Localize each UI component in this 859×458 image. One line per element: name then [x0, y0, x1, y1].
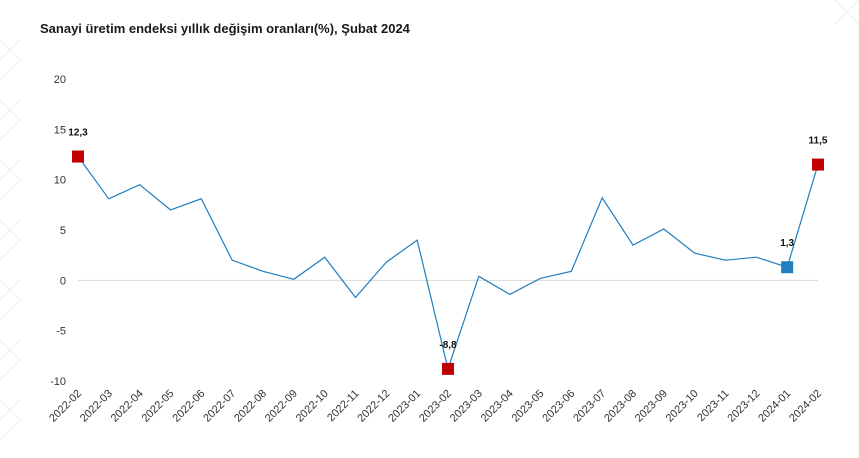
x-tick-label: 2023-09	[633, 388, 670, 425]
x-tick-label: 2023-10	[664, 388, 701, 425]
y-tick-label: 0	[60, 275, 66, 287]
data-label: 11,5	[809, 136, 828, 147]
x-tick-label: 2023-12	[725, 388, 762, 425]
highlight-marker	[442, 362, 454, 375]
x-tick-label: 2024-01	[756, 388, 793, 425]
highlight-marker	[812, 158, 824, 171]
x-tick-label: 2022-05	[140, 388, 177, 425]
x-tick-label: 2023-03	[448, 388, 485, 425]
x-tick-label: 2022-08	[232, 388, 269, 425]
data-label: 1,3	[780, 238, 794, 249]
x-tick-label: 2022-11	[325, 388, 361, 424]
highlight-marker	[72, 150, 84, 163]
highlight-marker	[781, 261, 794, 274]
x-tick-label: 2022-04	[109, 388, 146, 425]
y-tick-label: 15	[54, 124, 66, 136]
data-label: -8,8	[439, 340, 457, 351]
x-tick-label: 2024-02	[787, 388, 824, 425]
x-tick-label: 2022-09	[263, 388, 300, 425]
x-tick-label: 2023-11	[695, 388, 731, 424]
data-label: 12,3	[68, 128, 88, 139]
y-tick-label: 20	[54, 74, 66, 86]
chart-title: Sanayi üretim endeksi yıllık değişim ora…	[40, 21, 410, 36]
y-tick-label: -10	[50, 376, 66, 388]
x-tick-label: 2022-10	[294, 388, 331, 425]
y-tick-label: -5	[56, 326, 66, 338]
x-tick-label: 2022-12	[355, 388, 392, 425]
x-tick-label: 2023-08	[602, 388, 639, 425]
x-tick-label: 2022-06	[170, 388, 207, 425]
y-tick-label: 10	[54, 175, 66, 187]
x-tick-label: 2023-01	[386, 388, 423, 425]
x-tick-label: 2023-06	[540, 388, 577, 425]
x-tick-label: 2023-04	[479, 388, 516, 425]
x-axis-labels: 2022-022022-032022-042022-052022-062022-…	[47, 388, 824, 425]
x-tick-label: 2022-07	[201, 388, 238, 425]
series-line	[77, 156, 819, 372]
y-tick-label: 5	[60, 225, 66, 237]
x-tick-label: 2023-02	[417, 388, 454, 425]
x-tick-label: 2022-03	[78, 388, 115, 425]
y-axis-labels: 20 15 10 5 0 -5 -10	[50, 74, 66, 388]
x-tick-label: 2023-07	[571, 388, 608, 425]
x-tick-label: 2022-02	[47, 388, 84, 425]
x-tick-label: 2023-05	[510, 388, 547, 425]
highlight-markers: 12,3 -8,8 1,3 11,5	[68, 128, 828, 375]
